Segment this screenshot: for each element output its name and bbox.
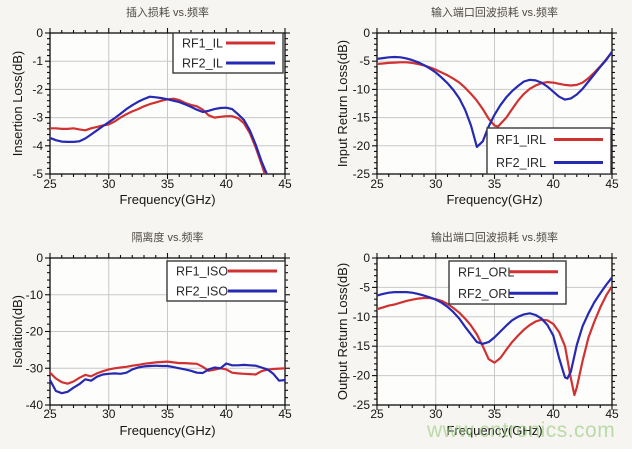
y-tick-label: -40 (26, 398, 44, 412)
x-tick-label: 25 (370, 177, 384, 191)
y-axis-label: Isolation(dB) (10, 295, 25, 368)
y-tick-label: -5 (359, 280, 370, 294)
legend-box (166, 260, 286, 302)
x-tick-label: 25 (43, 407, 57, 421)
legend-box (486, 127, 612, 175)
series-line-RF1_ORL (377, 285, 612, 397)
legend-label: RF1_IL (182, 37, 223, 51)
y-tick-label: 0 (363, 251, 370, 265)
y-tick-label: -3 (32, 111, 43, 125)
chart-svg-insertion-loss: 25 30 35 40 45 0 -1 -2 -3 -4 -5 插入损耗 vs.频率 Frequency… (10, 5, 292, 207)
y-tick-label: -2 (32, 82, 43, 96)
x-tick-label: 45 (278, 177, 292, 191)
y-tick-label: -30 (26, 361, 44, 375)
y-tick-label: -25 (353, 167, 371, 181)
y-tick-label: -4 (32, 139, 43, 153)
chart-insertion-loss: 25 30 35 40 45 0 -1 -2 -3 -4 -5 插入损耗 vs.频率 Frequency… (0, 0, 316, 225)
plot-border (49, 32, 286, 175)
plot-border (376, 257, 613, 406)
legend-label: RF1_IRL (496, 133, 546, 147)
legend-label: RF2_IRL (496, 156, 546, 170)
legend-label: RF2_IL (182, 57, 223, 71)
y-tick-label: 0 (363, 26, 370, 40)
x-tick-label: 30 (429, 407, 443, 421)
legend-label: RF2_ORL (458, 287, 514, 301)
x-tick-label: 40 (547, 177, 561, 191)
y-axis-label: Insertion Loss(dB) (10, 51, 25, 157)
y-tick-label: -15 (353, 111, 371, 125)
chart-output-return-loss: 25 30 35 40 45 0 -5 -10 -15 -20 -25 输出端口回波损耗 vs.频率 F… (316, 225, 632, 449)
y-tick-label: -10 (353, 310, 371, 324)
series-line-RF2_IRL (377, 50, 612, 148)
series-line-RF2_ORL (377, 276, 612, 380)
legend-label: RF1_ORL (458, 265, 514, 279)
legend-label: RF2_ISO (176, 285, 228, 299)
x-tick-label: 45 (605, 177, 619, 191)
x-tick-label: 35 (488, 407, 502, 421)
y-axis-label: Input Return Loss(dB) (335, 40, 350, 167)
y-axis-label: Output Return Loss(dB) (335, 263, 350, 400)
chart-title: 输出端口回波损耗 vs.频率 (431, 230, 558, 244)
chart-isolation: 25 30 35 40 45 0 -10 -20 -30 -40 隔离度 vs.频率 Frequenc… (0, 225, 316, 449)
series-line-RF1_ISO (50, 360, 285, 385)
x-tick-label: 35 (161, 407, 175, 421)
plot-border (49, 257, 286, 406)
x-tick-label: 40 (220, 177, 234, 191)
y-tick-label: -25 (353, 398, 371, 412)
x-tick-label: 35 (161, 177, 175, 191)
y-tick-label: 0 (36, 26, 43, 40)
y-tick-label: 0 (36, 251, 43, 265)
chart-title: 输入端口回波损耗 vs.频率 (431, 5, 558, 19)
x-tick-label: 45 (605, 407, 619, 421)
y-tick-label: -20 (353, 369, 371, 383)
x-axis-label: Frequency(GHz) (119, 423, 215, 438)
legend-box (172, 32, 284, 74)
x-tick-label: 40 (220, 407, 234, 421)
x-axis-label: Frequency(GHz) (446, 423, 542, 438)
x-tick-label: 30 (429, 177, 443, 191)
legend-box (448, 260, 567, 305)
legend-label: RF1_ISO (176, 265, 228, 279)
x-tick-label: 30 (102, 177, 116, 191)
y-tick-label: -15 (353, 339, 371, 353)
x-axis-label: Frequency(GHz) (119, 192, 215, 207)
chart-title: 插入损耗 vs.频率 (126, 5, 209, 19)
x-tick-label: 25 (43, 177, 57, 191)
x-tick-label: 40 (547, 407, 561, 421)
x-axis-label: Frequency(GHz) (446, 192, 542, 207)
chart-input-return-loss: 25 30 35 40 45 0 -5 -10 -15 -20 -25 输入端口回波损耗 vs.频率 F… (316, 0, 632, 225)
x-tick-label: 45 (278, 407, 292, 421)
y-tick-label: -10 (26, 288, 44, 302)
x-tick-label: 30 (102, 407, 116, 421)
chart-svg-input-return-loss: 25 30 35 40 45 0 -5 -10 -15 -20 -25 输入端口回波损耗 vs.频率 F… (335, 5, 619, 207)
y-tick-label: -5 (359, 54, 370, 68)
y-tick-label: -1 (32, 54, 43, 68)
y-tick-label: -20 (353, 139, 371, 153)
y-tick-label: -20 (26, 325, 44, 339)
x-tick-label: 25 (370, 407, 384, 421)
chart-svg-isolation: 25 30 35 40 45 0 -10 -20 -30 -40 隔离度 vs.频率 Frequenc… (10, 230, 292, 438)
y-tick-label: -5 (32, 167, 43, 181)
series-line-RF2_ISO (50, 362, 285, 395)
x-tick-label: 35 (488, 177, 502, 191)
series-line-RF1_IRL (377, 51, 612, 128)
chart-title: 隔离度 vs.频率 (131, 230, 203, 244)
series-line-RF1_IL (50, 97, 266, 174)
y-tick-label: -10 (353, 82, 371, 96)
chart-svg-output-return-loss: 25 30 35 40 45 0 -5 -10 -15 -20 -25 输出端口回波损耗 vs.频率 F… (335, 230, 619, 438)
series-line-RF2_IL (50, 95, 269, 174)
